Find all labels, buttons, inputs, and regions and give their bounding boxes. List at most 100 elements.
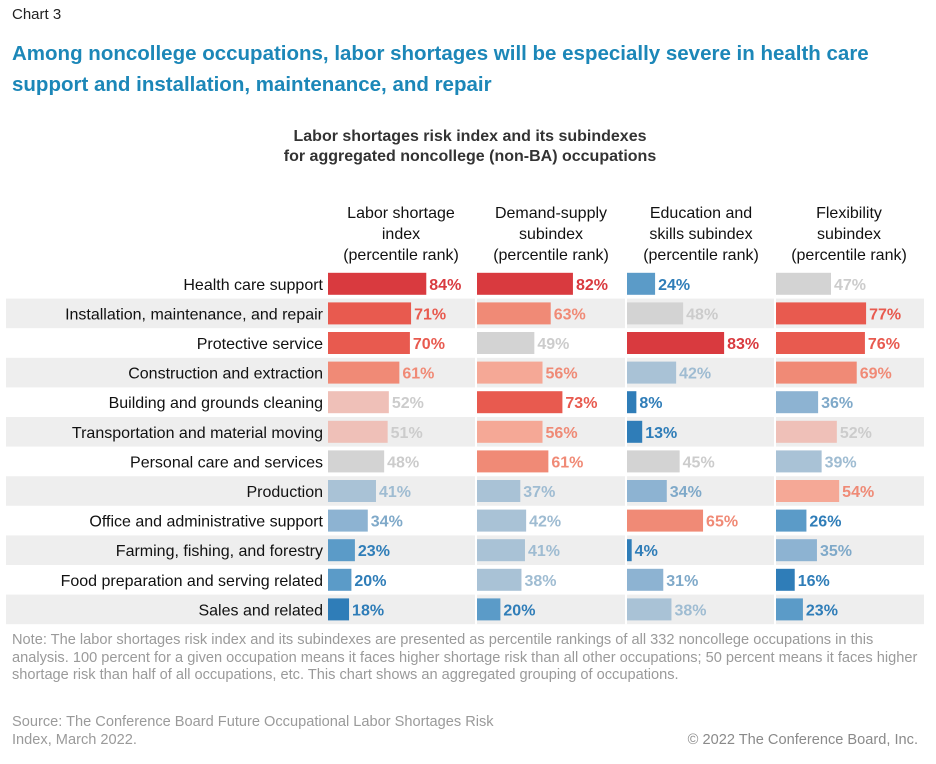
data-label: 73% [565, 395, 597, 412]
category-label: Office and administrative support [89, 514, 323, 531]
data-label: 70% [413, 336, 445, 353]
chart-note: Note: The labor shortages risk index and… [12, 632, 918, 683]
data-label: 39% [825, 454, 857, 471]
data-label: 83% [727, 336, 759, 353]
column-header-line: Demand-supply [494, 205, 608, 222]
data-label: 35% [820, 543, 852, 560]
data-label: 48% [686, 306, 718, 323]
bar [477, 480, 521, 502]
data-label: 71% [414, 306, 446, 323]
bar [627, 391, 637, 414]
data-label: 36% [821, 395, 853, 412]
data-label: 26% [809, 514, 841, 531]
data-label: 82% [576, 277, 608, 294]
category-label: Protective service [197, 336, 323, 353]
data-label: 20% [354, 573, 386, 590]
bar [776, 450, 822, 473]
data-label: 18% [352, 602, 384, 619]
data-label: 84% [429, 277, 461, 294]
bar [477, 420, 543, 443]
bar [477, 509, 527, 532]
data-label: 13% [645, 425, 677, 442]
data-label: 38% [524, 573, 556, 590]
data-label: 61% [402, 366, 434, 383]
bar [328, 568, 352, 591]
data-label: 34% [670, 484, 702, 501]
column-header-line: Labor shortage [347, 205, 455, 222]
data-label: 20% [503, 602, 535, 619]
row-stripe [6, 298, 924, 329]
column-header-education-skills: Education and skills subindex (percentil… [626, 203, 776, 266]
bar [477, 302, 551, 325]
data-label: 41% [379, 484, 411, 501]
data-label: 37% [523, 484, 555, 501]
column-header-demand-supply: Demand-supply subindex (percentile rank) [476, 203, 626, 266]
data-label: 24% [658, 277, 690, 294]
column-header-line: subindex [518, 226, 584, 243]
chart-title: Labor shortages risk index and its subin… [120, 127, 820, 167]
data-label: 65% [706, 514, 738, 531]
column-header-line: (percentile rank) [493, 247, 609, 264]
column-header-line: (percentile rank) [791, 247, 907, 264]
category-label: Health care support [183, 277, 323, 294]
bar [627, 450, 680, 473]
column-header-line: subindex [816, 226, 882, 243]
data-label: 4% [635, 543, 658, 560]
bar [328, 450, 385, 473]
bar [328, 302, 412, 325]
column-header-labor-shortage-index: Labor shortage index (percentile rank) [326, 203, 476, 266]
bar [776, 420, 837, 443]
row-stripe [6, 357, 924, 388]
data-label: 42% [529, 514, 561, 531]
bar [776, 539, 817, 562]
bar [776, 509, 807, 532]
data-label: 51% [391, 425, 423, 442]
column-header-line: (percentile rank) [343, 247, 459, 264]
data-label: 52% [840, 425, 872, 442]
category-label: Sales and related [198, 602, 323, 619]
data-label: 63% [554, 306, 586, 323]
bar [627, 539, 632, 562]
category-label: Farming, fishing, and forestry [116, 543, 323, 560]
column-header-line: (percentile rank) [643, 247, 759, 264]
bar [627, 568, 664, 591]
data-label: 52% [392, 395, 424, 412]
column-header-line: index [381, 226, 421, 243]
bar [477, 361, 543, 384]
row-stripe [6, 476, 924, 506]
data-label: 56% [546, 366, 578, 383]
bar [627, 302, 684, 325]
bar [627, 598, 672, 621]
bar [328, 480, 376, 502]
bar [776, 568, 795, 591]
data-label: 77% [869, 306, 901, 323]
data-label: 16% [798, 573, 830, 590]
bar [627, 361, 677, 384]
bar [328, 420, 388, 443]
chart-title-line-2: for aggregated noncollege (non-BA) occup… [283, 148, 657, 165]
data-label: 23% [358, 543, 390, 560]
bar [477, 450, 549, 473]
bar [328, 332, 410, 354]
bar [328, 509, 368, 532]
data-label: 69% [860, 366, 892, 383]
data-label: 38% [674, 602, 706, 619]
category-label: Building and grounds cleaning [109, 395, 323, 412]
data-label: 34% [371, 514, 403, 531]
data-label: 61% [551, 454, 583, 471]
copyright: © 2022 The Conference Board, Inc. [687, 732, 918, 748]
bar [776, 272, 831, 295]
bar [776, 480, 840, 502]
column-header-line: skills subindex [649, 226, 753, 243]
column-header-flexibility: Flexibility subindex (percentile rank) [774, 203, 924, 266]
data-label: 45% [683, 454, 715, 471]
bar [627, 509, 704, 532]
column-header-line: Flexibility [816, 205, 882, 222]
category-label: Food preparation and serving related [61, 573, 323, 590]
data-label: 47% [834, 277, 866, 294]
data-label: 8% [639, 395, 662, 412]
bar [477, 332, 535, 354]
bar [328, 391, 389, 414]
bar [328, 598, 350, 621]
